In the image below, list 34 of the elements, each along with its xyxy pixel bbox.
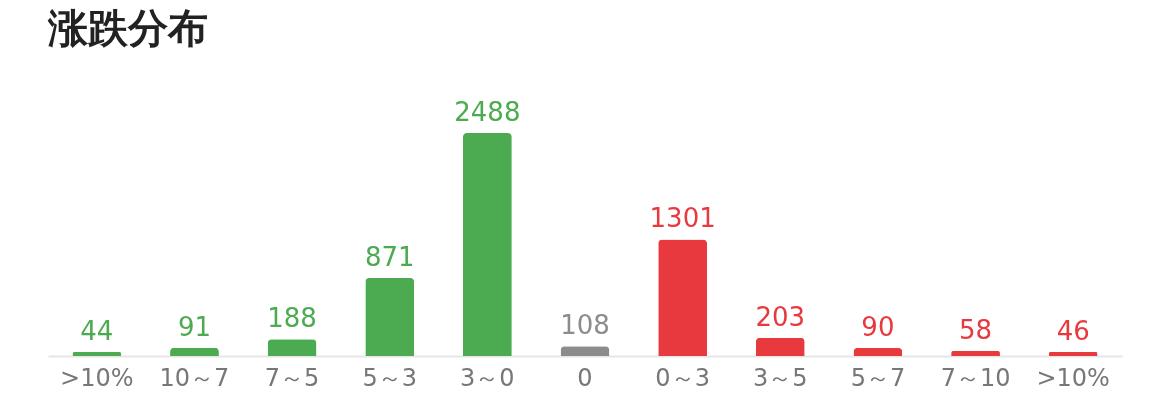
data-label: 871 — [364, 241, 415, 272]
data-label: 44 — [80, 316, 114, 347]
bar — [267, 339, 317, 356]
bar — [658, 239, 708, 356]
x-tick-label: 0～3 — [655, 363, 710, 392]
data-label: 90 — [861, 311, 895, 342]
bar — [755, 337, 805, 356]
chart-title: 涨跌分布 — [47, 5, 208, 51]
data-label: 58 — [959, 314, 993, 345]
x-tick-label: 7～5 — [264, 363, 320, 392]
data-label: 46 — [1056, 315, 1090, 346]
x-tick-label: >10% — [60, 363, 134, 392]
x-tick-label: 10～7 — [159, 363, 230, 392]
bar — [72, 352, 122, 356]
bar — [462, 133, 512, 356]
bar — [1048, 351, 1098, 356]
x-tick-label: 7～10 — [940, 363, 1011, 392]
bar — [560, 346, 610, 356]
bar — [170, 347, 219, 356]
bar — [951, 350, 1000, 356]
x-tick-label: >10% — [1036, 363, 1110, 392]
x-tick-label: 0 — [577, 363, 593, 392]
x-tick-label: 5～3 — [362, 363, 417, 392]
data-label: 108 — [560, 310, 610, 341]
bar — [853, 347, 903, 356]
bar — [365, 277, 415, 356]
data-label: 203 — [755, 301, 806, 332]
x-tick-label: 3～5 — [753, 363, 808, 392]
data-label: 1301 — [649, 203, 716, 234]
x-tick-label: 3～0 — [460, 363, 515, 392]
data-label: 2488 — [454, 97, 521, 127]
data-label: 188 — [267, 303, 317, 334]
x-tick-label: 5～7 — [850, 363, 906, 392]
data-label: 91 — [177, 311, 211, 342]
